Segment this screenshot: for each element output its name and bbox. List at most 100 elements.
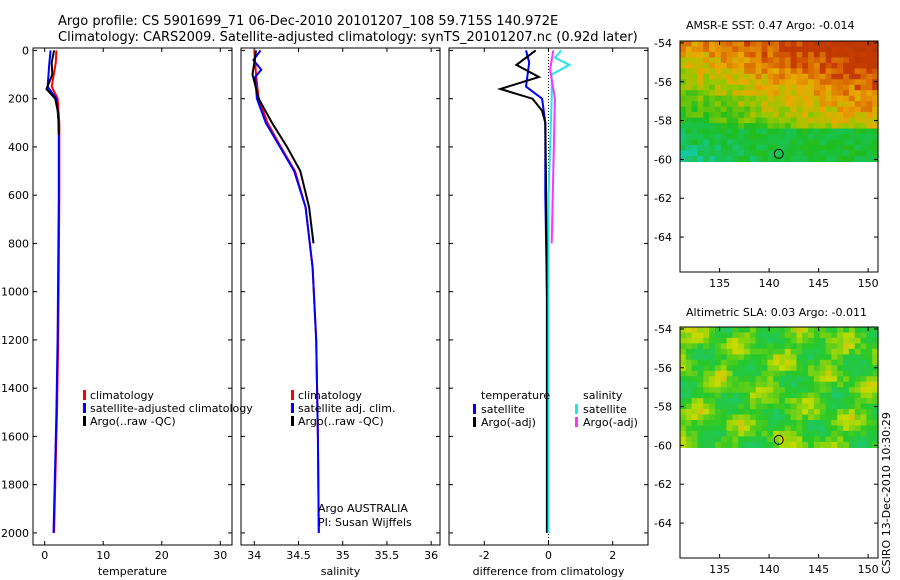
heat-cell — [691, 46, 698, 53]
heat-cell — [744, 155, 751, 162]
heat-cell — [749, 139, 757, 146]
heat-cell — [790, 84, 797, 91]
heat-cell — [819, 51, 827, 58]
heat-cell — [680, 327, 687, 334]
heat-cell — [744, 84, 751, 91]
heat-cell — [738, 332, 745, 339]
heat-cell — [709, 359, 716, 366]
heat-cell — [808, 155, 815, 162]
heat-cell — [813, 90, 821, 97]
heat-cell — [860, 139, 867, 146]
heat-cell — [732, 123, 739, 130]
heat-cell — [779, 101, 786, 108]
heat-cell — [726, 57, 733, 64]
heat-cell — [744, 90, 751, 97]
heat-cell — [755, 51, 763, 58]
heat-cell — [714, 327, 722, 334]
heat-cell — [685, 403, 693, 410]
heat-cell — [802, 332, 809, 339]
heat-cell — [738, 73, 745, 80]
heat-cell — [714, 68, 722, 75]
heat-cell — [744, 337, 751, 344]
heat-cell — [813, 123, 821, 130]
heat-cell — [854, 354, 862, 361]
heat-cell — [738, 441, 745, 448]
heat-cell — [784, 139, 792, 146]
heat-cell — [720, 420, 728, 427]
x-tick-label: 150 — [858, 563, 879, 576]
heat-cell — [709, 337, 716, 344]
heat-cell — [720, 101, 728, 108]
heat-cell — [691, 387, 698, 394]
heat-cell — [697, 106, 704, 113]
heat-cell — [808, 123, 815, 130]
heat-cell — [854, 337, 862, 344]
heat-cell — [744, 441, 751, 448]
heat-cell — [773, 348, 780, 355]
heat-cell — [796, 134, 803, 141]
heat-cell — [685, 84, 693, 91]
heat-cell — [714, 441, 722, 448]
heat-cell — [761, 376, 768, 383]
heat-cell — [703, 150, 710, 157]
heat-cell — [837, 441, 844, 448]
y-tick-label: -54 — [654, 37, 672, 50]
heat-cell — [738, 123, 745, 130]
series-argo-raw-qc — [45, 50, 60, 135]
heat-cell — [779, 84, 786, 91]
heat-cell — [848, 90, 856, 97]
heat-cell — [819, 414, 827, 421]
heat-cell — [738, 403, 745, 410]
y-tick-label: -58 — [654, 115, 672, 128]
heat-cell — [860, 150, 867, 157]
heat-cell — [779, 73, 786, 80]
heat-cell — [796, 117, 803, 124]
heat-cell — [738, 62, 745, 69]
heat-cell — [749, 387, 757, 394]
heat-cell — [813, 112, 821, 119]
heat-cell — [744, 392, 751, 399]
heat-cell — [784, 41, 792, 48]
heat-cell — [802, 370, 809, 377]
x-tick-label: 0 — [545, 549, 552, 562]
heat-cell — [732, 359, 739, 366]
heat-cell — [848, 370, 856, 377]
x-tick-label: 34 — [247, 549, 261, 562]
heat-cell — [744, 134, 751, 141]
heat-cell — [825, 409, 832, 416]
heat-cell — [860, 128, 867, 135]
heat-cell — [685, 365, 693, 372]
heat-cell — [691, 409, 698, 416]
heat-cell — [767, 430, 774, 437]
heat-cell — [726, 106, 733, 113]
heat-cell — [790, 101, 797, 108]
x-tick-label: 36 — [424, 549, 438, 562]
heat-cell — [848, 343, 856, 350]
heat-cell — [866, 123, 873, 130]
heat-cell — [703, 365, 710, 372]
y-tick-label: 1000 — [1, 286, 29, 299]
heat-cell — [843, 337, 850, 344]
heat-cell — [720, 376, 728, 383]
heat-cell — [831, 337, 838, 344]
heat-cell — [813, 57, 821, 64]
heat-cell — [784, 155, 792, 162]
heat-cell — [831, 73, 838, 80]
heat-cell — [831, 150, 838, 157]
heat-cell — [813, 354, 821, 361]
heat-cell — [749, 84, 757, 91]
heat-cell — [866, 398, 873, 405]
heat-cell — [761, 117, 768, 124]
heat-cell — [866, 68, 873, 75]
heat-cell — [773, 79, 780, 86]
heat-cell — [843, 123, 850, 130]
heat-cell — [709, 106, 716, 113]
heat-cell — [854, 436, 862, 443]
heat-cell — [866, 139, 873, 146]
heat-cell — [697, 101, 704, 108]
heat-cell — [767, 101, 774, 108]
heat-cell — [773, 144, 780, 151]
heat-cell — [773, 436, 780, 443]
heat-cell — [854, 106, 862, 113]
heat-cell — [784, 414, 792, 421]
